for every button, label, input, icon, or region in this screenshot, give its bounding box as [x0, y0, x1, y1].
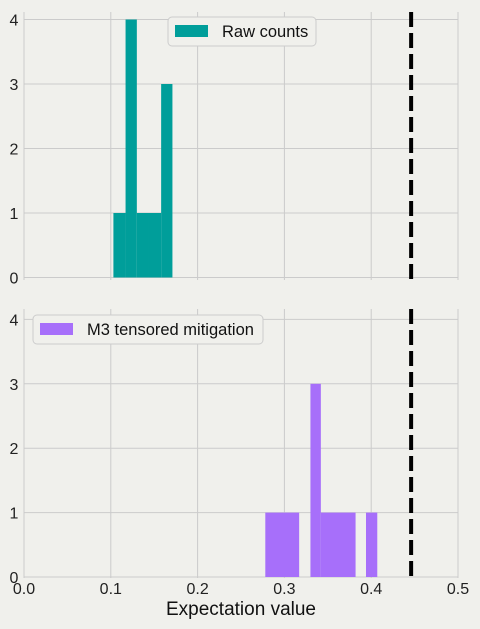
- histogram-bar: [148, 213, 162, 278]
- y-tick-label: 1: [10, 506, 19, 523]
- histogram-bar: [136, 213, 149, 278]
- legend-swatch: [40, 323, 73, 335]
- x-axis-label: Expectation value: [166, 599, 316, 620]
- y-tick-label: 2: [10, 441, 19, 458]
- x-tick-label: 0.0: [13, 581, 35, 598]
- legend: M3 tensored mitigation: [32, 314, 264, 345]
- legend-label: M3 tensored mitigation: [87, 321, 254, 339]
- y-tick-label: 4: [10, 13, 19, 30]
- x-tick-label: 0.1: [100, 581, 122, 598]
- legend-label: Raw counts: [222, 23, 308, 41]
- histogram-bar: [113, 213, 126, 278]
- x-tick-label: 0.4: [360, 581, 382, 598]
- y-tick-label: 0: [10, 570, 19, 587]
- y-tick-label: 1: [10, 206, 19, 223]
- histogram-bar: [161, 84, 173, 278]
- raw-counts-panel: 0 1 2 3 4 Raw counts: [10, 12, 459, 288]
- histogram-bar: [320, 512, 356, 577]
- histogram-bar: [125, 19, 137, 278]
- histogram-bar: [265, 512, 300, 577]
- y-tick-label: 4: [10, 312, 19, 329]
- x-tick-label: 0.3: [273, 581, 295, 598]
- histogram-bar: [365, 512, 378, 577]
- x-tick-label: 0.5: [447, 581, 469, 598]
- y-tick-label: 2: [10, 142, 19, 159]
- legend: Raw counts: [167, 16, 317, 47]
- y-tick-label: 0: [10, 271, 19, 288]
- x-tick-label: 0.2: [186, 581, 208, 598]
- legend-box: [32, 314, 264, 345]
- histogram-bar: [310, 383, 321, 577]
- mitigation-panel: 0 1 2 3 4 0.0 0.1 0.2 0.3 0.4 0.5 M3 tensored mitig…: [10, 309, 469, 598]
- y-tick-label: 3: [10, 77, 19, 94]
- y-tick-label: 3: [10, 377, 19, 394]
- legend-box: [167, 16, 317, 47]
- legend-swatch: [175, 25, 208, 37]
